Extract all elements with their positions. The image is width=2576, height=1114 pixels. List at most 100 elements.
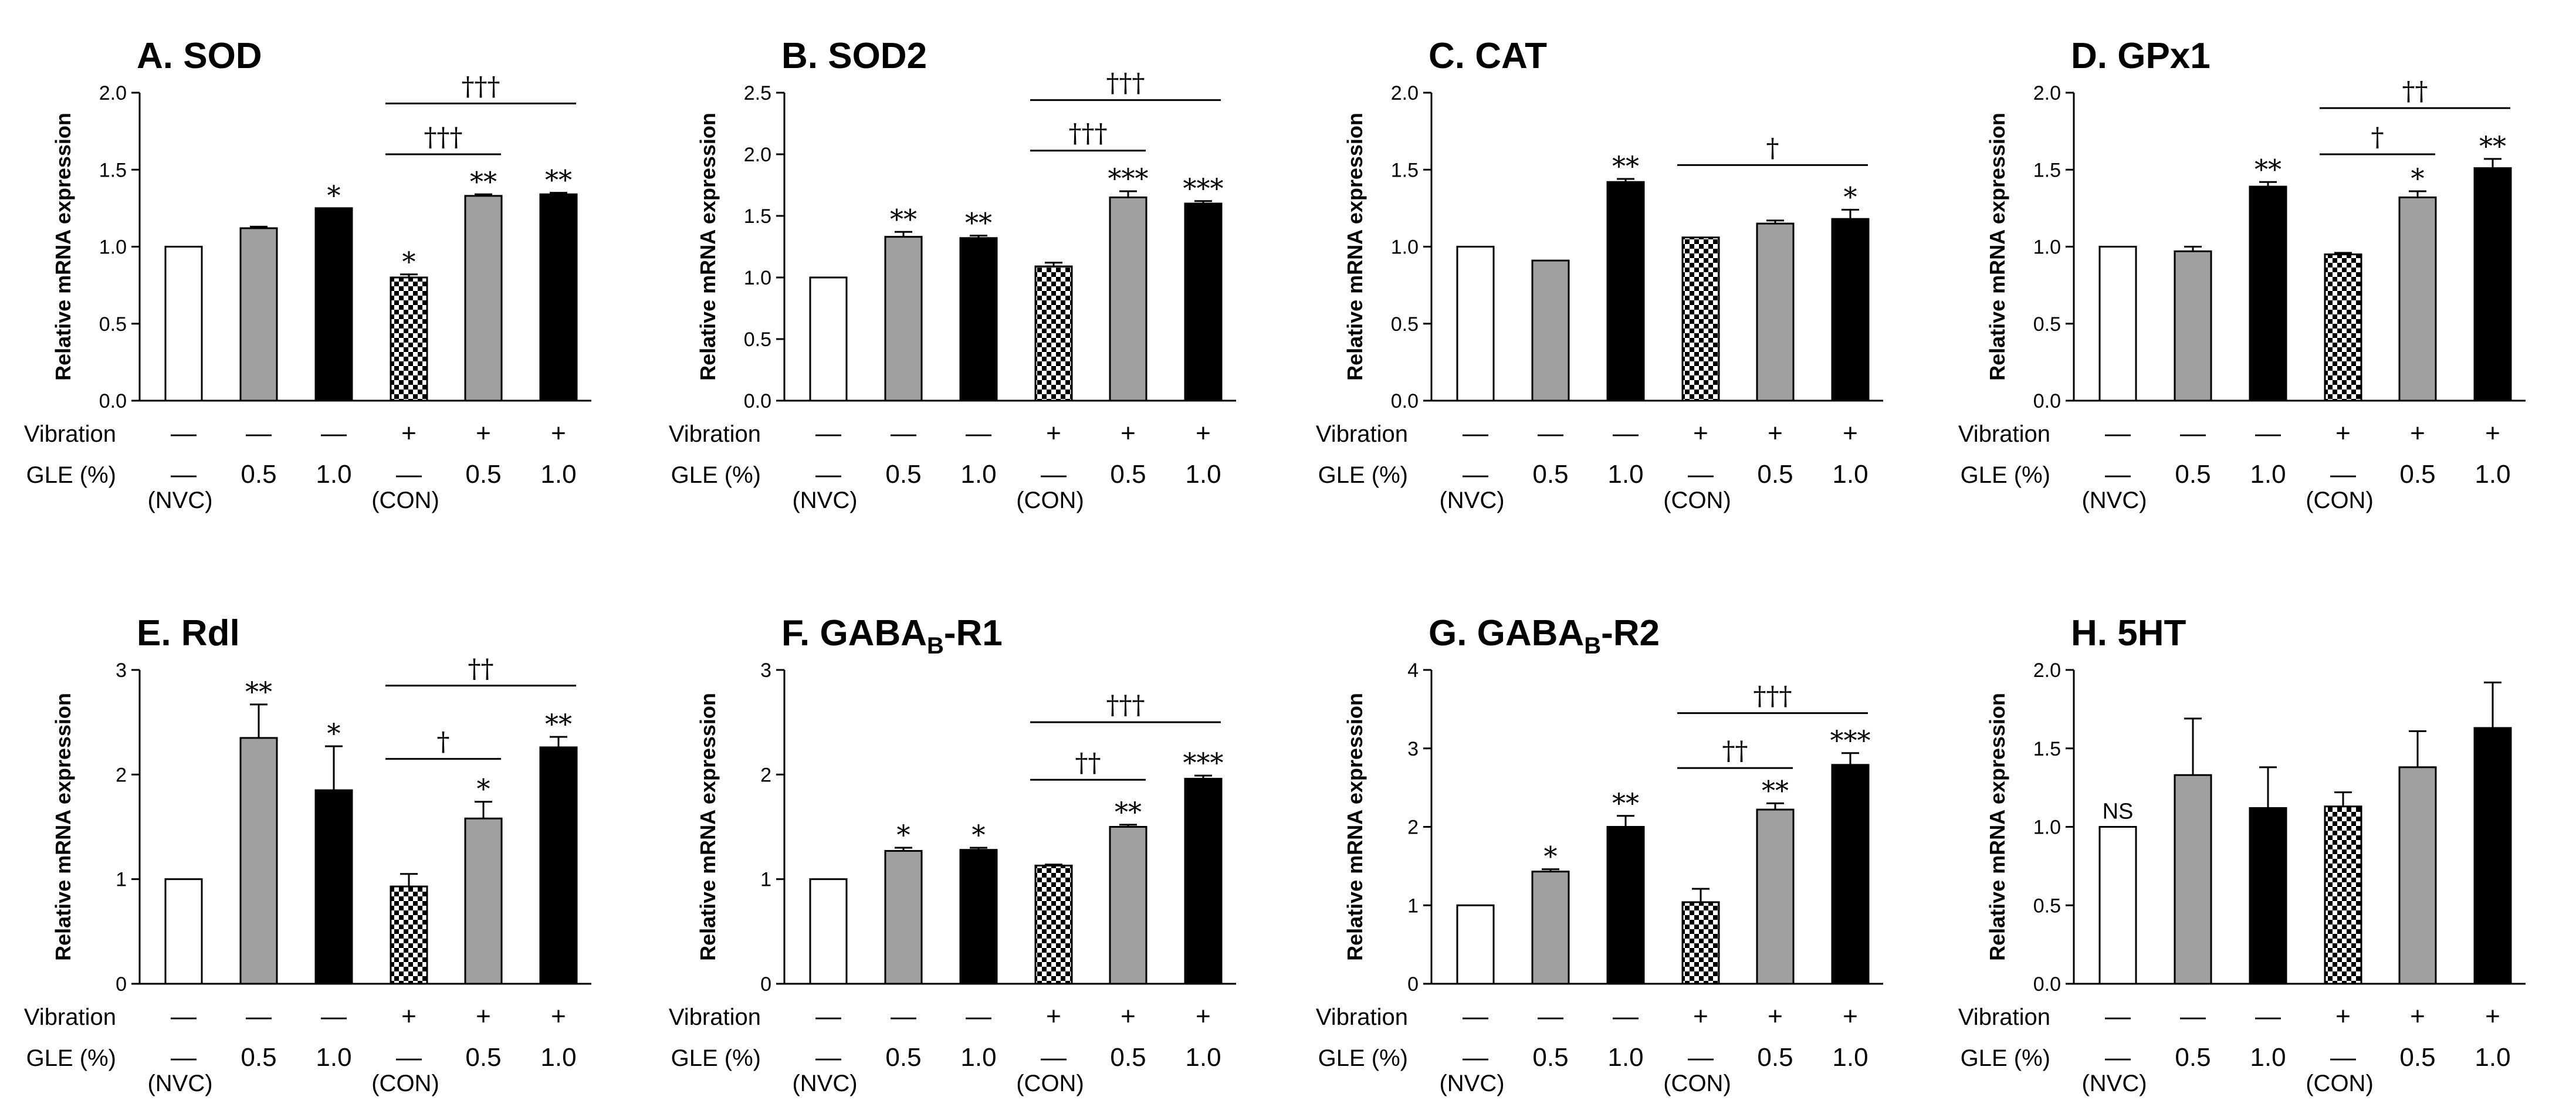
- panel-d-group-note-1: (NVC): [2081, 487, 2147, 513]
- panel-f-bar-6: [1184, 777, 1223, 985]
- panel-b-comparison-label-1: †††: [1069, 119, 1108, 149]
- panel-b-group-note-1: (NVC): [792, 487, 857, 513]
- panel-f-vibration-5: +: [1121, 1002, 1136, 1031]
- panel-h-vibration-4: +: [2335, 1002, 2351, 1031]
- panel-b-title: B. SOD2: [781, 36, 927, 76]
- panel-b-gle-3: 1.0: [960, 460, 996, 489]
- panel-e-significance-3: *: [327, 717, 341, 749]
- panel-b-gle-4: —: [1041, 460, 1067, 489]
- panel-f-significance-6: ***: [1183, 747, 1224, 778]
- panel-f-vibration-3: —: [966, 1002, 991, 1031]
- panel-f-bar-2: [884, 850, 923, 985]
- panel-a-vibration-3: —: [321, 419, 347, 448]
- panel-e-ytick-label: 2: [116, 764, 127, 786]
- panel-e-bar-6: [539, 746, 578, 985]
- panel-a-ytick-label: 2.0: [99, 82, 127, 104]
- panel-a-gle-1: —: [171, 460, 197, 489]
- panel-c-title: C. CAT: [1429, 36, 1547, 76]
- panel-c-vibration-2: —: [1538, 419, 1563, 448]
- panel-g-gle-6: 1.0: [1832, 1043, 1868, 1072]
- panel-b-group-note-4: (CON): [1016, 487, 1084, 513]
- panel-a-title: A. SOD: [137, 36, 262, 76]
- panel-d-significance-5: *: [2411, 162, 2425, 194]
- panel-c: C. CAT Relative mRNA expression 0.0 0.5 1.0 1…: [1316, 36, 1883, 513]
- panel-d-title: D. GPx1: [2071, 36, 2211, 76]
- panel-h-gle-4: —: [2330, 1043, 2356, 1072]
- panel-c-vibration-label: Vibration: [1316, 421, 1408, 447]
- panel-c-vibration-6: +: [1843, 419, 1858, 448]
- panel-b-vibration-6: +: [1196, 419, 1211, 448]
- panel-h-ytick-label: 0.0: [2033, 973, 2061, 996]
- panel-h-gle-3: 1.0: [2250, 1043, 2286, 1072]
- panel-c-significance-6: *: [1844, 181, 1857, 213]
- panel-g-ytick-label: 0: [1407, 973, 1419, 996]
- panel-h-gle-2: 0.5: [2175, 1043, 2211, 1072]
- panel-h-vibration-2: —: [2180, 1002, 2206, 1031]
- panel-g-vibration-label: Vibration: [1316, 1004, 1408, 1030]
- panel-f-gle-4: —: [1041, 1043, 1067, 1072]
- panel-g-gle-2: 0.5: [1532, 1043, 1568, 1072]
- panel-g-group-note-1: (NVC): [1439, 1071, 1504, 1096]
- panel-e-gle-6: 1.0: [540, 1043, 576, 1072]
- panel-c-bar-5: [1756, 222, 1795, 402]
- panel-c-ytick-label: 1.0: [1391, 236, 1419, 259]
- panel-e-ylabel: Relative mRNA expression: [51, 693, 75, 961]
- panel-c-ylabel: Relative mRNA expression: [1343, 113, 1367, 381]
- panel-d-bar-3: [2249, 185, 2287, 402]
- panel-c-vibration-3: —: [1613, 419, 1639, 448]
- panel-d-bar-4: [2324, 253, 2362, 402]
- panel-b-comparison-label-2: †††: [1106, 69, 1145, 99]
- panel-d-bar-5: [2398, 197, 2437, 402]
- panel-c-bar-4: [1681, 236, 1720, 402]
- panel-c-ytick-label: 0.5: [1391, 313, 1419, 336]
- panel-g-significance-6: ***: [1830, 724, 1871, 756]
- panel-g-bar-1: [1456, 904, 1495, 985]
- panel-a-vibration-4: +: [401, 419, 417, 448]
- panel-g-vibration-6: +: [1843, 1002, 1858, 1031]
- panel-b-vibration-4: +: [1046, 419, 1061, 448]
- panel-a-gle-label: GLE (%): [26, 462, 116, 488]
- panel-d-comparison-label-2: ††: [2402, 76, 2428, 106]
- panel-f-comparison-label-1: ††: [1075, 748, 1101, 778]
- panel-b-bar-4: [1034, 265, 1073, 402]
- panel-b-ytick-label: 1.0: [744, 267, 771, 289]
- panel-g-ytick-label: 2: [1407, 817, 1419, 839]
- panel-d-gle-3: 1.0: [2250, 460, 2286, 489]
- panel-b-gle-6: 1.0: [1185, 460, 1221, 489]
- panel-g-ytick-label: 1: [1407, 895, 1419, 917]
- panel-b-bar-1: [809, 276, 848, 402]
- panel-f-gle-3: 1.0: [960, 1043, 996, 1072]
- panel-c-bar-6: [1831, 218, 1870, 402]
- panel-f: F. GABAB-R1 Relative mRNA expression 0 1 2 3 *…: [669, 613, 1236, 1096]
- panel-e-significance-5: *: [477, 773, 490, 805]
- panel-h-bar-1: [2098, 826, 2137, 985]
- panel-a-ylabel: Relative mRNA expression: [51, 113, 75, 381]
- panel-h-bar-3: [2249, 807, 2287, 985]
- panel-a-gle-4: —: [396, 460, 422, 489]
- panel-h-gle-6: 1.0: [2475, 1043, 2510, 1072]
- panel-b-gle-1: —: [815, 460, 841, 489]
- panel-b-bar-3: [959, 237, 998, 402]
- panel-h-ytick-label: 2.0: [2033, 659, 2061, 682]
- panel-e-group-note-1: (NVC): [147, 1071, 212, 1096]
- panel-d-ytick-label: 2.0: [2033, 82, 2061, 104]
- panel-c-gle-5: 0.5: [1757, 460, 1793, 489]
- panel-e-ytick-label: 0: [116, 973, 127, 996]
- panel-a-bar-6: [539, 193, 578, 402]
- panel-a-significance-3: *: [327, 180, 341, 211]
- panel-h: H. 5HT Relative mRNA expression 0.0 0.5 1.0 1…: [1958, 613, 2526, 1096]
- panel-f-bar-1: [809, 878, 848, 985]
- panel-e-gle-1: —: [171, 1043, 197, 1072]
- panel-b-ytick-label: 0.5: [744, 329, 771, 351]
- panel-a-bar-3: [314, 207, 353, 402]
- panel-d-gle-2: 0.5: [2175, 460, 2211, 489]
- panel-b-ylabel: Relative mRNA expression: [696, 113, 720, 381]
- panel-d-significance-6: **: [2479, 130, 2506, 162]
- panel-g-vibration-2: —: [1538, 1002, 1563, 1031]
- panel-b-vibration-label: Vibration: [669, 421, 761, 447]
- panel-b-vibration-2: —: [891, 419, 916, 448]
- panel-g-ytick-label: 4: [1407, 659, 1419, 682]
- panel-c-gle-2: 0.5: [1532, 460, 1568, 489]
- panel-e-vibration-3: —: [321, 1002, 347, 1031]
- panel-f-ytick-label: 3: [760, 659, 771, 682]
